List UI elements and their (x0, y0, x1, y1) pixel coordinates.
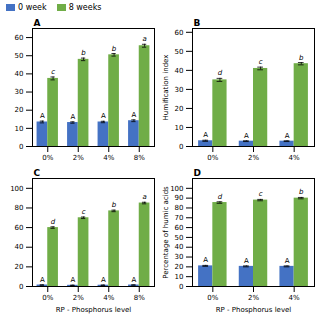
svg-text:c: c (259, 190, 263, 198)
svg-text:8%: 8% (134, 294, 145, 302)
svg-text:40: 40 (15, 243, 24, 251)
svg-text:100: 100 (10, 185, 23, 193)
svg-text:90: 90 (175, 194, 184, 202)
svg-text:B: B (194, 18, 201, 28)
svg-text:RP - Phosphorus level: RP - Phosphorus level (56, 306, 132, 314)
svg-text:A: A (203, 131, 208, 139)
svg-text:4%: 4% (103, 294, 114, 302)
svg-text:A: A (132, 276, 137, 284)
svg-text:20: 20 (175, 105, 184, 113)
svg-text:b: b (299, 188, 304, 196)
svg-text:c: c (51, 68, 55, 76)
svg-text:0: 0 (179, 143, 183, 151)
svg-text:A: A (40, 112, 45, 120)
svg-text:20: 20 (175, 263, 184, 271)
svg-text:b: b (112, 201, 117, 209)
svg-text:20: 20 (15, 263, 24, 271)
svg-text:40: 40 (175, 243, 184, 251)
svg-text:4%: 4% (289, 294, 300, 302)
svg-text:a: a (142, 193, 146, 201)
svg-text:A: A (132, 111, 137, 119)
svg-text:50: 50 (15, 52, 24, 60)
svg-text:A: A (40, 276, 45, 284)
svg-text:A: A (71, 276, 76, 284)
svg-text:2%: 2% (248, 154, 259, 162)
svg-text:C: C (34, 168, 41, 178)
svg-text:b: b (299, 54, 304, 62)
svg-text:30: 30 (175, 86, 184, 94)
svg-text:Percentage of humic acids: Percentage of humic acids (162, 186, 170, 279)
svg-text:0%: 0% (42, 154, 53, 162)
svg-text:100: 100 (170, 185, 183, 193)
svg-text:A: A (244, 132, 249, 140)
svg-text:4%: 4% (289, 154, 300, 162)
svg-text:a: a (142, 35, 146, 43)
svg-text:Humification index: Humification index (162, 55, 170, 121)
svg-text:A: A (244, 257, 249, 265)
svg-text:b: b (112, 45, 117, 53)
svg-text:80: 80 (15, 204, 24, 212)
svg-text:c: c (82, 208, 86, 216)
svg-text:20: 20 (15, 106, 24, 114)
svg-text:10: 10 (15, 125, 24, 133)
svg-text:0: 0 (179, 283, 183, 291)
svg-text:50: 50 (175, 48, 184, 56)
svg-text:A: A (101, 276, 106, 284)
svg-text:A: A (285, 257, 290, 265)
svg-text:50: 50 (175, 234, 184, 242)
svg-text:d: d (218, 69, 223, 77)
svg-text:70: 70 (175, 214, 184, 222)
svg-text:60: 60 (175, 29, 184, 37)
svg-text:c: c (259, 58, 263, 66)
svg-text:d: d (218, 193, 223, 201)
svg-text:10: 10 (175, 273, 184, 281)
svg-text:D: D (194, 168, 201, 178)
svg-text:40: 40 (175, 67, 184, 75)
svg-text:2%: 2% (248, 294, 259, 302)
svg-text:0%: 0% (207, 154, 218, 162)
svg-text:8%: 8% (134, 154, 145, 162)
svg-text:4%: 4% (103, 154, 114, 162)
svg-text:0: 0 (19, 143, 23, 151)
html-text:8 weeks: 8 weeks (68, 2, 102, 12)
svg-text:A: A (203, 256, 208, 264)
svg-text:10: 10 (175, 124, 184, 132)
svg-text:60: 60 (175, 224, 184, 232)
svg-text:2%: 2% (73, 154, 84, 162)
svg-text:2%: 2% (73, 294, 84, 302)
svg-text:b: b (81, 49, 86, 57)
svg-text:0: 0 (19, 283, 23, 291)
svg-text:30: 30 (15, 88, 24, 96)
svg-text:40: 40 (15, 70, 24, 78)
svg-text:RP - Phosphorus level: RP - Phosphorus level (216, 306, 292, 314)
svg-text:A: A (101, 112, 106, 120)
svg-text:60: 60 (15, 224, 24, 232)
svg-text:A: A (285, 132, 290, 140)
svg-text:A: A (34, 18, 41, 28)
svg-text:60: 60 (15, 34, 24, 42)
html-text:0 week: 0 week (18, 2, 47, 12)
svg-text:0%: 0% (207, 294, 218, 302)
svg-text:80: 80 (175, 204, 184, 212)
svg-text:30: 30 (175, 253, 184, 261)
svg-text:d: d (51, 218, 56, 226)
svg-text:0%: 0% (42, 294, 53, 302)
svg-text:A: A (71, 113, 76, 121)
